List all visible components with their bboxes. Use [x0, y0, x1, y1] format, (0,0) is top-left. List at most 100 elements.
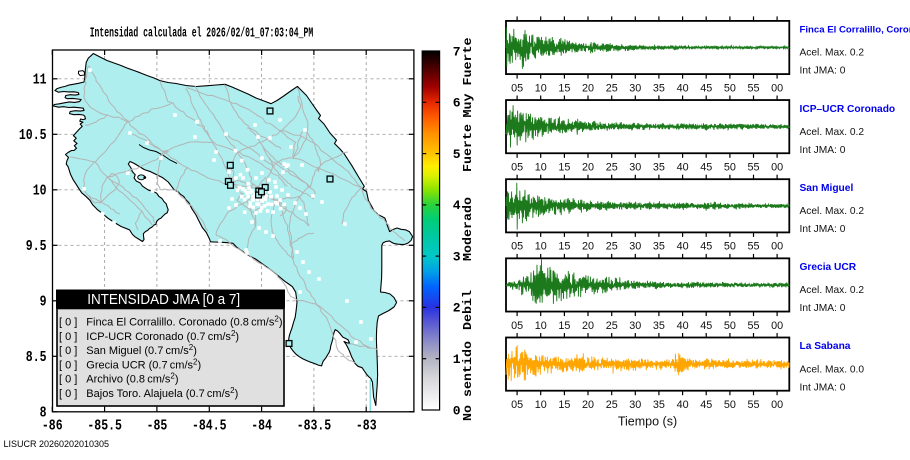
- svg-text:40: 40: [677, 241, 689, 253]
- svg-text:45: 45: [700, 241, 712, 253]
- svg-text:9.5: 9.5: [26, 239, 47, 255]
- svg-text:45: 45: [700, 320, 712, 332]
- svg-text:00: 00: [771, 399, 783, 411]
- svg-text:[ 0 ]: [ 0 ]: [59, 317, 77, 329]
- svg-text:55: 55: [747, 399, 759, 411]
- svg-text:15: 15: [558, 320, 570, 332]
- svg-text:Bajos Toro. Alajuela (0.7 cm/s: Bajos Toro. Alajuela (0.7 cm/s2): [86, 386, 238, 400]
- svg-text:35: 35: [653, 241, 665, 253]
- svg-text:50: 50: [724, 82, 736, 94]
- svg-text:10: 10: [33, 183, 47, 199]
- svg-text:45: 45: [700, 399, 712, 411]
- svg-text:6: 6: [453, 96, 461, 111]
- svg-text:30: 30: [629, 399, 641, 411]
- svg-text:50: 50: [724, 320, 736, 332]
- svg-text:-83.5: -83.5: [297, 419, 332, 435]
- svg-text:8.5: 8.5: [26, 350, 47, 366]
- svg-text:15: 15: [558, 82, 570, 94]
- svg-text:Int JMA: 0: Int JMA: 0: [800, 145, 846, 156]
- svg-text:25: 25: [606, 82, 618, 94]
- svg-text:10: 10: [535, 161, 547, 173]
- svg-text:8: 8: [40, 405, 47, 421]
- svg-text:40: 40: [677, 82, 689, 94]
- svg-text:Finca El Corralillo. Coronado: Finca El Corralillo. Coronado (0.8 cm/s2…: [86, 315, 282, 329]
- svg-text:Int JMA: 0: Int JMA: 0: [800, 224, 846, 235]
- svg-text:35: 35: [653, 82, 665, 94]
- svg-text:25: 25: [606, 399, 618, 411]
- svg-text:10: 10: [535, 241, 547, 253]
- svg-text:55: 55: [747, 161, 759, 173]
- svg-text:20: 20: [582, 320, 594, 332]
- svg-text:15: 15: [558, 241, 570, 253]
- svg-text:San Miguel (0.7 cm/s2): San Miguel (0.7 cm/s2): [86, 343, 197, 357]
- svg-text:INTENSIDAD JMA [0 a 7]: INTENSIDAD JMA [0 a 7]: [87, 292, 240, 308]
- svg-text:45: 45: [700, 82, 712, 94]
- svg-text:30: 30: [629, 82, 641, 94]
- svg-text:-85.5: -85.5: [87, 419, 122, 435]
- svg-text:Intensidad calculada el 2026/0: Intensidad calculada el 2026/02/01_07:03…: [90, 26, 313, 42]
- svg-text:3: 3: [453, 249, 461, 264]
- svg-text:La Sabana: La Sabana: [800, 341, 851, 352]
- svg-text:-84: -84: [251, 419, 272, 435]
- svg-text:05: 05: [511, 82, 523, 94]
- svg-text:LISUCR 20260202010305: LISUCR 20260202010305: [4, 438, 110, 449]
- svg-text:-86: -86: [42, 419, 63, 435]
- svg-text:40: 40: [677, 320, 689, 332]
- svg-text:Debil: Debil: [461, 290, 475, 330]
- svg-text:05: 05: [511, 161, 523, 173]
- svg-text:55: 55: [747, 82, 759, 94]
- svg-text:Tiempo (s): Tiempo (s): [618, 415, 677, 429]
- svg-text:25: 25: [606, 241, 618, 253]
- svg-text:7: 7: [453, 44, 461, 59]
- svg-text:ICP–UCR Coronado: ICP–UCR Coronado: [800, 104, 896, 115]
- svg-text:Int JMA: 0: Int JMA: 0: [800, 382, 846, 393]
- svg-text:9: 9: [40, 294, 47, 310]
- svg-text:Acel. Max. 0.0: Acel. Max. 0.0: [800, 364, 865, 375]
- svg-text:[ 0 ]: [ 0 ]: [59, 359, 77, 371]
- svg-text:35: 35: [653, 161, 665, 173]
- svg-text:05: 05: [511, 320, 523, 332]
- svg-text:Grecia UCR: Grecia UCR: [800, 262, 857, 273]
- svg-text:-84.5: -84.5: [192, 419, 227, 435]
- svg-text:00: 00: [771, 241, 783, 253]
- svg-text:Acel. Max. 0.2: Acel. Max. 0.2: [800, 206, 865, 217]
- svg-text:[ 0 ]: [ 0 ]: [59, 331, 77, 343]
- svg-text:10: 10: [535, 82, 547, 94]
- svg-text:No sentido: No sentido: [461, 341, 475, 421]
- svg-text:20: 20: [582, 82, 594, 94]
- svg-text:05: 05: [511, 241, 523, 253]
- svg-text:05: 05: [511, 399, 523, 411]
- svg-text:Fuerte: Fuerte: [461, 124, 475, 172]
- svg-text:20: 20: [582, 399, 594, 411]
- svg-text:10: 10: [535, 399, 547, 411]
- svg-text:Finca El Corralillo, Coronado: Finca El Corralillo, Coronado: [800, 25, 910, 36]
- svg-text:Archivo (0.8 cm/s2): Archivo (0.8 cm/s2): [86, 372, 178, 386]
- svg-text:15: 15: [558, 399, 570, 411]
- svg-text:30: 30: [629, 161, 641, 173]
- svg-text:00: 00: [771, 161, 783, 173]
- svg-text:Acel. Max. 0.2: Acel. Max. 0.2: [800, 48, 865, 59]
- svg-text:10.5: 10.5: [19, 128, 47, 144]
- svg-text:[ 0 ]: [ 0 ]: [59, 374, 77, 386]
- svg-text:10: 10: [535, 320, 547, 332]
- svg-text:15: 15: [558, 161, 570, 173]
- svg-text:San Miguel: San Miguel: [800, 183, 854, 194]
- svg-text:35: 35: [653, 320, 665, 332]
- svg-text:30: 30: [629, 320, 641, 332]
- svg-text:30: 30: [629, 241, 641, 253]
- svg-text:50: 50: [724, 241, 736, 253]
- svg-text:00: 00: [771, 320, 783, 332]
- svg-text:35: 35: [653, 399, 665, 411]
- svg-text:Muy Fuerte: Muy Fuerte: [461, 38, 475, 118]
- svg-text:Acel. Max. 0.2: Acel. Max. 0.2: [800, 127, 865, 138]
- svg-text:25: 25: [606, 320, 618, 332]
- svg-text:00: 00: [771, 82, 783, 94]
- svg-text:2: 2: [453, 301, 461, 316]
- svg-text:5: 5: [453, 147, 461, 162]
- svg-text:20: 20: [582, 161, 594, 173]
- svg-text:-85: -85: [147, 419, 168, 435]
- svg-text:-83: -83: [356, 419, 377, 435]
- svg-text:Int JMA: 0: Int JMA: 0: [800, 303, 846, 314]
- svg-text:40: 40: [677, 399, 689, 411]
- svg-text:40: 40: [677, 161, 689, 173]
